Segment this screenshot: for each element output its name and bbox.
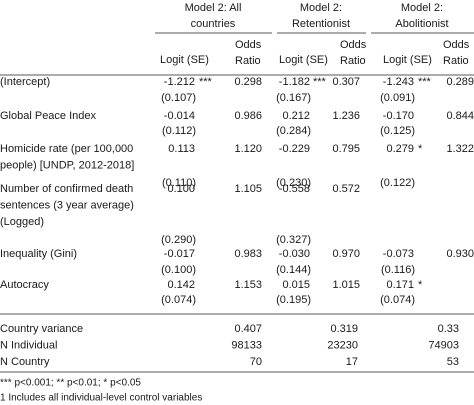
column-header: Logit (SE) xyxy=(279,54,328,66)
column-header: Ratio xyxy=(443,55,469,67)
stat-value: 0.33 xyxy=(438,323,459,335)
standard-error: (0.230) xyxy=(276,177,311,189)
stat-value: 70 xyxy=(250,356,262,368)
row-label: Homicide rate (per 100,000 xyxy=(0,143,133,155)
group-title: Model 2: xyxy=(401,2,443,14)
row-label: Global Peace Index xyxy=(0,110,97,122)
odds-ratio: 0.986 xyxy=(234,110,262,122)
logit: -1.243 xyxy=(383,76,414,88)
row-label: (Intercept) xyxy=(0,76,50,88)
logit: -0.170 xyxy=(383,110,414,122)
stat-value: 17 xyxy=(346,356,358,368)
row-label: (Logged) xyxy=(0,216,44,228)
standard-error: (0.167) xyxy=(276,92,311,104)
standard-error: (0.116) xyxy=(381,264,415,276)
logit: 0.171 xyxy=(386,279,414,291)
column-header: Logit (SE) xyxy=(383,54,432,66)
logit: 0.279 xyxy=(386,143,414,155)
odds-ratio: 0.844 xyxy=(446,110,474,122)
stat-label: N Individual xyxy=(0,339,57,351)
odds-ratio: 0.289 xyxy=(446,76,474,88)
stars: *** xyxy=(313,76,327,88)
stat-value: 0.319 xyxy=(330,323,358,335)
odds-ratio: 0.307 xyxy=(332,76,360,88)
logit: 0.113 xyxy=(168,143,195,155)
column-header: Odds xyxy=(340,39,367,51)
row-label: people) [UNDP, 2012-2018] xyxy=(0,159,134,171)
column-header: Ratio xyxy=(235,55,261,67)
column-header: Ratio xyxy=(340,55,366,67)
standard-error: (0.195) xyxy=(276,294,311,306)
stat-value: 53 xyxy=(447,356,459,368)
stat-label: N Country xyxy=(0,356,50,368)
stars: * xyxy=(418,279,423,291)
logit: -0.229 xyxy=(279,143,310,155)
logit: 0.100 xyxy=(167,183,195,195)
odds-ratio: 1.120 xyxy=(234,143,262,155)
odds-ratio: 1.153 xyxy=(234,279,262,291)
standard-error: (0.112) xyxy=(162,125,196,137)
odds-ratio: 1.322 xyxy=(446,143,474,155)
stars: * xyxy=(418,143,423,155)
odds-ratio: 1.015 xyxy=(332,279,360,291)
standard-error: (0.110) xyxy=(162,177,196,189)
stars: *** xyxy=(199,76,213,88)
group-title: Model 2: xyxy=(300,2,342,14)
standard-error: (0.107) xyxy=(161,92,196,104)
logit: 0.142 xyxy=(167,279,195,291)
logit: 0.212 xyxy=(282,110,310,122)
standard-error: (0.091) xyxy=(380,92,415,104)
odds-ratio: 1.105 xyxy=(234,183,262,195)
column-header: Logit (SE) xyxy=(160,54,209,66)
group-title: Model 2: All xyxy=(185,2,242,14)
footnote: 1 Includes all individual-level control … xyxy=(0,393,202,404)
standard-error: (0.125) xyxy=(380,125,415,137)
standard-error: (0.284) xyxy=(276,125,311,137)
odds-ratio: 0.298 xyxy=(234,76,262,88)
odds-ratio: 0.930 xyxy=(446,248,474,260)
odds-ratio: 0.572 xyxy=(332,183,360,195)
group-title: countries xyxy=(191,18,236,30)
logit: -1.182 xyxy=(279,76,310,88)
odds-ratio: 0.983 xyxy=(234,248,262,260)
logit: -1.212 xyxy=(164,76,195,88)
stars: *** xyxy=(418,76,432,88)
logit: -0.073 xyxy=(383,248,414,260)
standard-error: (0.327) xyxy=(276,234,311,246)
standard-error: (0.074) xyxy=(380,294,415,306)
stat-value: 0.407 xyxy=(234,323,262,335)
column-header: Odds xyxy=(235,39,262,51)
column-header: Odds xyxy=(443,39,470,51)
logit: -0.014 xyxy=(164,110,195,122)
standard-error: (0.290) xyxy=(161,234,196,246)
standard-error: (0.074) xyxy=(161,294,196,306)
row-label: Number of confirmed death xyxy=(0,183,133,195)
group-title: Retentionist xyxy=(292,18,350,30)
logit: -0.558 xyxy=(279,183,310,195)
footnote: *** p<0.001; ** p<0.01; * p<0.05 xyxy=(0,378,141,389)
logit: -0.017 xyxy=(164,248,195,260)
stat-value: 98133 xyxy=(231,339,262,351)
standard-error: (0.144) xyxy=(276,264,311,276)
logit: -0.030 xyxy=(279,248,310,260)
stat-value: 74903 xyxy=(428,339,459,351)
logit: 0.015 xyxy=(282,279,310,291)
group-title: Abolitionist xyxy=(395,18,448,30)
odds-ratio: 0.795 xyxy=(332,143,360,155)
row-label: Autocracy xyxy=(0,279,49,291)
standard-error: (0.100) xyxy=(161,264,196,276)
row-label: Inequality (Gini) xyxy=(0,248,77,260)
standard-error: (0.122) xyxy=(380,177,415,189)
odds-ratio: 0.970 xyxy=(332,248,360,260)
stat-value: 23230 xyxy=(327,339,358,351)
odds-ratio: 1.236 xyxy=(332,110,360,122)
row-label: sentences (3 year average) xyxy=(0,199,134,211)
stat-label: Country variance xyxy=(0,323,83,335)
